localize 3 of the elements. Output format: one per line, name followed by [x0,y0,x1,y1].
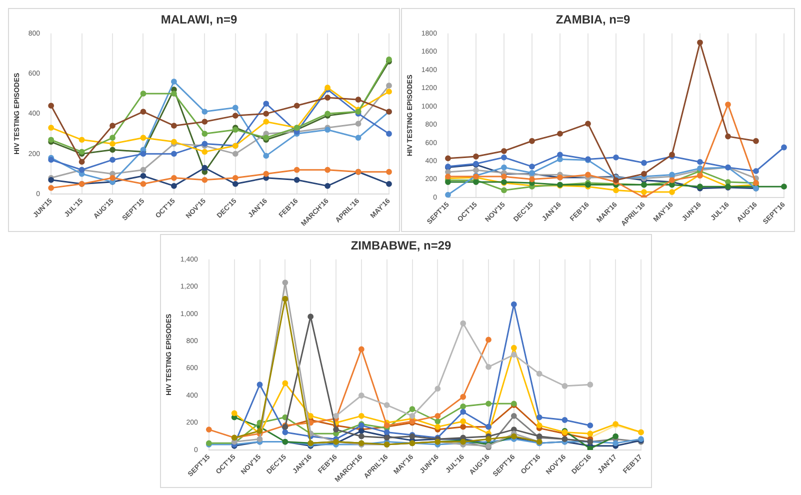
chart-title: ZAMBIA, n=9 [556,12,630,27]
chart-title: ZIMBABWE, n=29 [350,238,452,253]
chart-title: MALAWI, n=9 [160,12,238,27]
